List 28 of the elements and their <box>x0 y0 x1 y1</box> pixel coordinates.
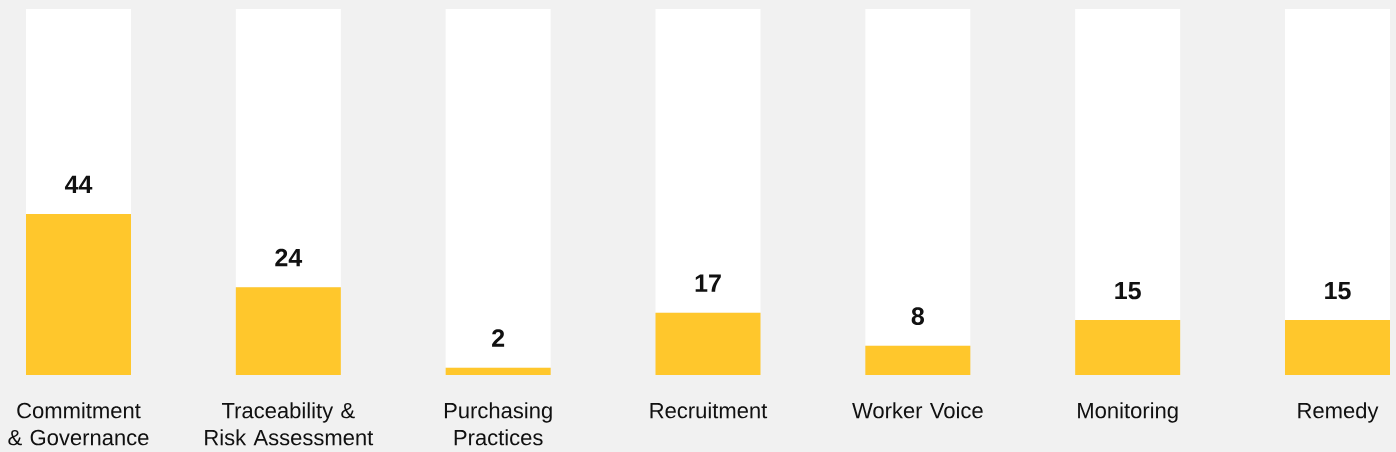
bar <box>445 367 551 375</box>
bar <box>235 287 341 375</box>
x-tick-label: Commitment & Governance <box>8 402 149 446</box>
bar <box>445 9 551 368</box>
bar <box>1285 320 1390 375</box>
data-label: 2 <box>492 329 505 347</box>
bar <box>26 213 131 375</box>
bar <box>655 312 761 375</box>
bar <box>1075 9 1181 321</box>
data-label: 8 <box>911 307 925 325</box>
bar <box>26 9 131 214</box>
bar <box>1075 320 1181 375</box>
bar <box>865 9 971 346</box>
bar <box>865 345 971 375</box>
x-tick-label: Worker Voice <box>852 402 983 419</box>
x-tick-label: Traceability & Risk Assessment <box>205 402 374 446</box>
x-tick-label: Monitoring <box>1078 402 1178 423</box>
bar <box>1285 9 1390 321</box>
data-label: 15 <box>1115 281 1141 300</box>
x-tick-label: Remedy <box>1298 402 1379 423</box>
data-label: 17 <box>695 274 721 292</box>
bar <box>655 9 761 313</box>
x-tick-label: Purchasing Practices <box>444 402 552 446</box>
bar <box>235 9 341 288</box>
data-label: 24 <box>275 248 303 267</box>
data-label: 44 <box>64 175 93 193</box>
x-tick-label: Recruitment <box>650 402 768 419</box>
data-label: 15 <box>1325 281 1351 300</box>
